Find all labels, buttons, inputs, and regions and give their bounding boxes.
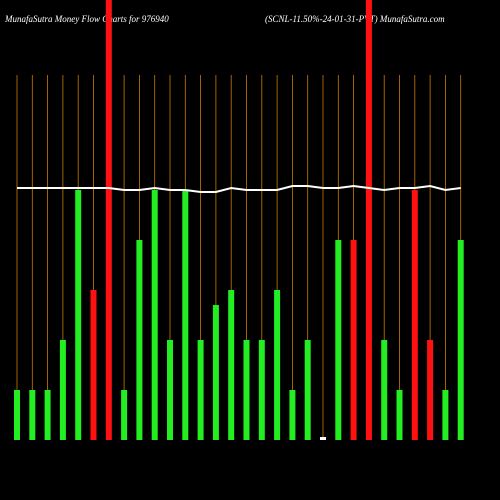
grid: [16, 75, 462, 440]
bar: [121, 390, 128, 440]
chart-title: MunafaSutra Money Flow Charts for 976940: [4, 14, 169, 24]
bar: [75, 190, 82, 440]
bar: [182, 190, 189, 440]
bar: [427, 340, 434, 440]
bar: [197, 340, 204, 440]
bar: [411, 190, 418, 440]
line: [17, 184, 461, 193]
bar: [167, 340, 173, 440]
bar: [304, 340, 311, 440]
bar: [228, 290, 235, 440]
bar: [151, 190, 158, 440]
bar: [335, 240, 342, 440]
bar: [350, 240, 357, 440]
bar: [396, 390, 403, 440]
bar: [365, 0, 372, 440]
bar: [105, 0, 112, 440]
bar: [59, 340, 66, 440]
lines: [17, 184, 461, 193]
bars: [14, 0, 464, 440]
bar: [29, 390, 36, 440]
bar: [274, 290, 281, 440]
chart-subtitle: (SCNL-11.50%-24-01-31-PVT) MunafaSutra.c…: [265, 14, 445, 24]
bar: [381, 340, 388, 440]
bar: [457, 240, 464, 440]
bar: [320, 437, 326, 440]
bar: [44, 390, 51, 440]
bar: [136, 240, 143, 440]
bar: [14, 390, 20, 440]
bar: [212, 305, 219, 440]
bar: [243, 340, 250, 440]
bar: [442, 390, 449, 440]
bar: [289, 390, 296, 440]
bar: [90, 290, 97, 440]
bar: [258, 340, 265, 440]
